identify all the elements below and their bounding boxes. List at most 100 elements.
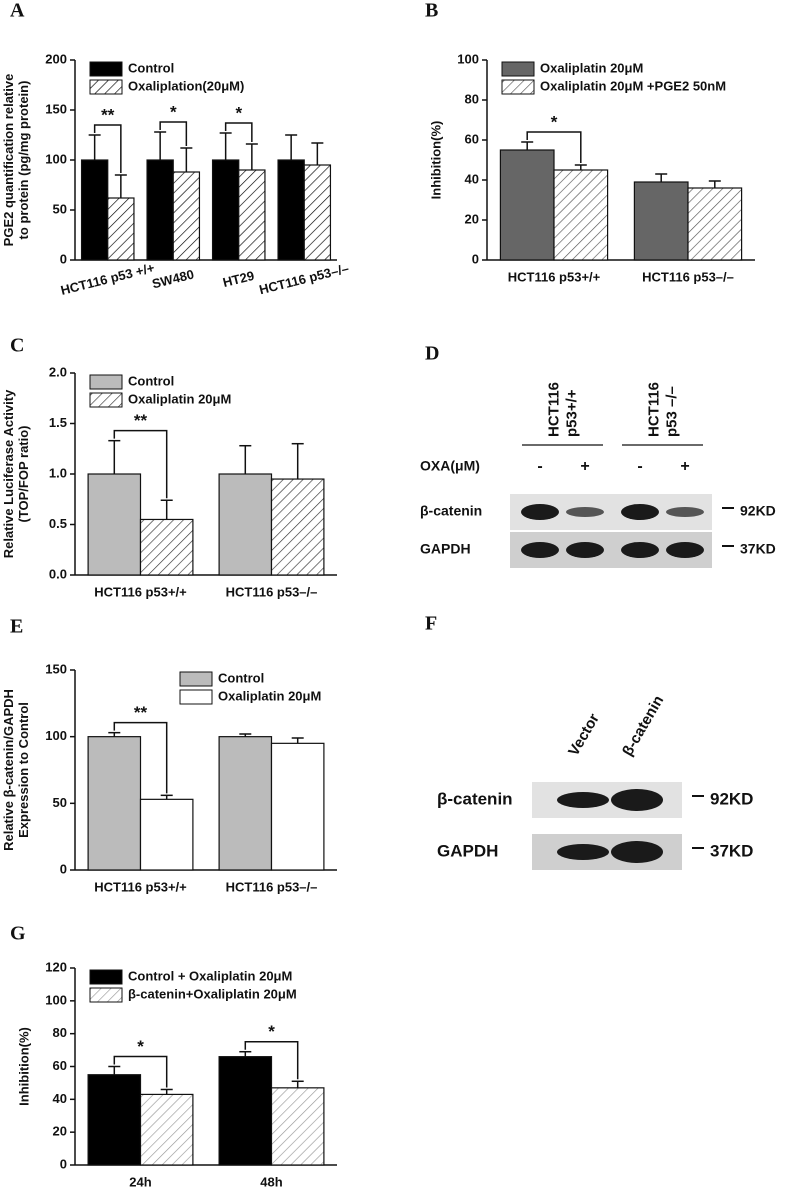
y-tick-label: 1.0 [49,465,67,480]
bar [277,159,305,261]
bar [270,1087,325,1166]
bar [303,164,332,261]
legend-label: Control [128,60,174,75]
legend-swatch [179,689,213,705]
bar [270,742,325,871]
blot-band [666,507,704,517]
y-axis-label: to protein (pg/mg protein) [16,81,31,240]
blot-band [566,507,604,517]
bar [139,1093,194,1166]
legend-swatch [179,671,213,687]
x-tick-label: SW480 [150,267,195,292]
y-tick-label: 100 [45,728,67,743]
blot-band [521,504,559,520]
y-tick-label: 80 [465,91,479,106]
bar [687,187,743,261]
treatment-label: OXA(μM) [420,458,480,474]
bar [211,159,240,261]
panel-letter: G [10,923,26,945]
y-tick-label: 0 [472,251,479,266]
y-tick-label: 150 [45,101,67,116]
y-tick-label: 80 [53,1025,67,1040]
lane-label: - [537,458,542,475]
bar [238,169,266,261]
x-tick-label: HCT116 p53–/– [226,879,318,894]
group-label: HCT116 [545,382,562,437]
significance-bracket [93,124,122,173]
significance-label: * [551,112,558,131]
bar [139,798,194,871]
bar [146,159,174,261]
significance-label: ** [101,105,115,124]
y-tick-label: 0.0 [49,566,67,581]
row-label: β-catenin [437,789,513,808]
x-tick-label: HCT116 p53 +/+ [59,260,156,298]
lane-label: - [637,458,642,475]
x-tick-label: 24h [129,1174,151,1189]
y-tick-label: 50 [53,201,67,216]
significance-label: ** [134,703,148,722]
panel-letter: B [425,0,438,22]
bar [553,169,609,261]
x-tick-label: 48h [260,1174,282,1189]
size-label: 92KD [710,789,753,808]
y-tick-label: 2.0 [49,364,67,379]
y-tick-label: 50 [53,795,67,810]
row-label: GAPDH [420,541,471,557]
bar [218,473,273,576]
y-tick-label: 0.5 [49,516,67,531]
y-tick-label: 150 [45,661,67,676]
blot-band [611,841,663,863]
y-axis-label: PGE2 quantification relative [1,74,16,247]
y-tick-label: 40 [465,171,479,186]
x-tick-label: HCT116 p53–/– [258,261,351,298]
significance-label: * [137,1037,144,1056]
size-label: 92KD [740,503,776,519]
x-tick-label: HCT116 p53–/– [642,269,734,284]
blot-band [566,542,604,558]
x-tick-label: HT29 [221,268,255,290]
x-tick-label: HCT116 p53+/+ [508,269,601,284]
legend-label: β-catenin+Oxaliplatin 20μM [128,986,297,1001]
y-tick-label: 0 [60,251,67,266]
blot-band [557,844,609,860]
legend-label: Control [218,670,264,685]
legend-label: Control + Oxaliplatin 20μM [128,968,292,983]
lane-label: + [580,458,589,475]
size-label: 37KD [740,541,776,557]
blot-band [557,792,609,808]
significance-label: * [170,102,177,121]
legend-swatch [89,374,123,390]
y-tick-label: 100 [45,992,67,1007]
y-tick-label: 0 [60,861,67,876]
legend-swatch [501,61,535,77]
panel-letter: E [10,616,23,638]
group-label: HCT116 [645,382,662,437]
bar [499,149,555,261]
legend-label: Control [128,373,174,388]
y-tick-label: 20 [53,1124,67,1139]
y-tick-label: 100 [45,151,67,166]
significance-bracket [113,1055,168,1088]
bar [80,159,109,261]
panel-letter: C [10,335,24,357]
significance-bracket [113,429,168,499]
significance-bracket [113,721,168,794]
x-tick-label: HCT116 p53–/– [226,584,318,599]
panel-letter: A [10,0,25,22]
legend-swatch [89,392,123,408]
y-tick-label: 0 [60,1156,67,1171]
blot-band [666,542,704,558]
lane-label: β-catenin [619,693,667,759]
significance-label: * [235,103,242,122]
bar [139,518,194,576]
y-axis-label: Inhibition(%) [16,1027,31,1106]
y-tick-label: 1.5 [49,415,67,430]
legend-label: Oxaliplatin 20μM [540,60,643,75]
y-axis-label: Relative Luciferase Activity [1,389,16,558]
legend-swatch [89,969,123,985]
lane-label: + [680,458,689,475]
legend-label: Oxaliplatin 20μM [128,391,231,406]
row-label: GAPDH [437,841,498,860]
